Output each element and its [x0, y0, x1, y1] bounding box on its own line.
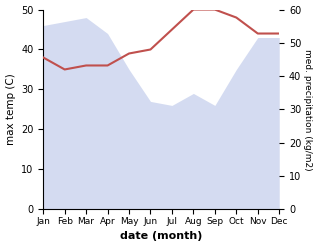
Y-axis label: max temp (C): max temp (C) — [5, 74, 16, 145]
X-axis label: date (month): date (month) — [120, 231, 203, 242]
Y-axis label: med. precipitation (kg/m2): med. precipitation (kg/m2) — [303, 49, 313, 170]
